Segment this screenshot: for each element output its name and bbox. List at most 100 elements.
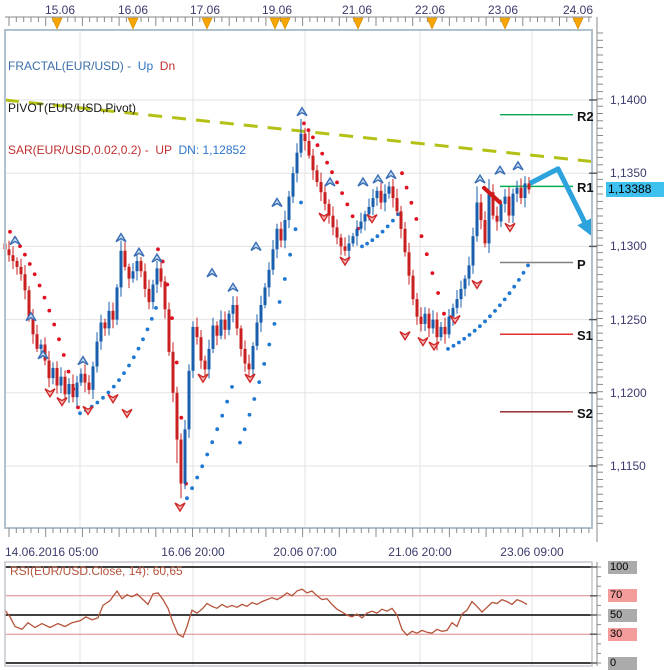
rsi-axis-tag-100: 100 xyxy=(608,560,637,574)
sar-dot-up xyxy=(267,342,272,347)
fractal-down-icon xyxy=(197,373,209,384)
candle-body-up xyxy=(295,152,299,174)
candle-body-down xyxy=(307,141,311,156)
sar-dot-down xyxy=(156,247,160,252)
candle-body-down xyxy=(491,192,495,216)
candle-body-down xyxy=(43,344,47,361)
candle-body-down xyxy=(435,319,439,338)
candle-body-up xyxy=(467,265,471,279)
candle-body-down xyxy=(391,186,395,199)
candle-body-up xyxy=(219,319,223,336)
candle-body-up xyxy=(187,370,191,430)
sar-dot-up xyxy=(385,224,390,229)
red-annotation-line xyxy=(482,185,502,205)
candle-body-down xyxy=(319,182,323,193)
sar-dot-up xyxy=(299,200,303,205)
sar-dot-down xyxy=(18,244,22,249)
sar-dot-down xyxy=(424,252,429,257)
sar-dot-down xyxy=(174,360,179,365)
candle-body-down xyxy=(403,228,407,253)
candle-body-down xyxy=(111,310,115,320)
sar-dot-up xyxy=(282,277,287,281)
date-marker-icon xyxy=(352,17,364,30)
top-axis-date-label: 24.06 xyxy=(562,3,594,17)
fractal-up-icon xyxy=(133,246,145,257)
sar-dot-down xyxy=(400,171,404,176)
candle-body-down xyxy=(443,326,447,335)
candle-body-down xyxy=(11,255,15,262)
candle-body-down xyxy=(143,271,147,289)
candle-body-down xyxy=(19,266,23,275)
fractal-down-icon xyxy=(504,222,516,233)
sar-dot-up xyxy=(252,397,257,401)
sar-dot-up xyxy=(526,263,530,268)
candle-body-down xyxy=(159,268,163,282)
fractal-down-icon xyxy=(366,213,378,224)
candle-body-down xyxy=(395,198,399,212)
candle-body-down xyxy=(103,322,107,329)
fractal-up-icon xyxy=(357,176,369,187)
candle-body-down xyxy=(199,337,203,361)
candle-body-down xyxy=(179,439,183,484)
fractal-up-icon xyxy=(37,349,49,360)
candle-body-down xyxy=(127,266,131,279)
fractal-up-icon xyxy=(494,164,506,175)
candle-body-down xyxy=(483,220,487,244)
fractal-down-icon xyxy=(449,314,461,325)
legend-sar: SAR(EUR/USD,0.02,0.2) - UP DN: 1,12852 xyxy=(8,143,246,157)
sar-dot-up xyxy=(145,327,150,332)
sar-dot-down xyxy=(442,311,446,316)
sar-dot-up xyxy=(215,427,220,432)
fractal-down-icon xyxy=(399,331,411,342)
sar-dot-up xyxy=(149,317,154,321)
top-axis-date-label: 15.06 xyxy=(44,3,76,17)
fractal-up-icon xyxy=(206,267,218,278)
candle-body-up xyxy=(375,190,379,199)
sar-dot-up xyxy=(462,336,467,341)
candle-body-down xyxy=(527,183,531,190)
sar-dot-up xyxy=(288,252,292,257)
pivot-label-s1: S1 xyxy=(577,328,593,344)
sar-dot-down xyxy=(330,170,334,175)
candle-body-down xyxy=(247,363,251,370)
rsi-plot-border xyxy=(4,561,593,667)
current-price-tag: 1,13388 xyxy=(606,182,664,197)
sar-dot-down xyxy=(315,143,320,148)
legend-fractal-up: Up xyxy=(137,59,160,73)
candle-body-up xyxy=(487,192,491,244)
candle-body-up xyxy=(79,373,83,383)
pivot-label-r1: R1 xyxy=(577,180,594,196)
fractal-down-icon xyxy=(318,212,330,223)
sar-dot-up xyxy=(230,385,234,389)
sar-dot-down xyxy=(345,202,350,207)
sar-dot-up xyxy=(472,328,477,333)
candle-body-down xyxy=(27,290,31,317)
price-axis-label: 1,1300 xyxy=(610,239,647,254)
sar-dot-up xyxy=(457,340,461,345)
candle-body-up xyxy=(99,322,103,342)
candle-body-up xyxy=(351,236,355,244)
sar-dot-up xyxy=(467,333,472,337)
sar-dot-down xyxy=(52,322,57,327)
candle-body-down xyxy=(15,261,19,267)
sar-dot-down xyxy=(27,262,32,266)
sar-dot-down xyxy=(61,353,66,357)
top-axis-date-label: 21.06 xyxy=(341,3,373,17)
sar-dot-up xyxy=(136,346,141,351)
fractal-down-icon xyxy=(174,502,186,513)
sar-dot-up xyxy=(205,452,210,457)
fractal-up-icon xyxy=(9,235,21,246)
price-axis-label: 1,1250 xyxy=(610,312,647,327)
candle-body-up xyxy=(355,228,359,237)
sar-dot-up xyxy=(370,238,375,243)
sar-dot-up xyxy=(360,244,364,249)
sar-dot-up xyxy=(257,380,262,384)
fractal-up-icon xyxy=(296,106,308,117)
candle-body-down xyxy=(139,261,143,272)
candle-body-up xyxy=(287,196,291,220)
bottom-axis-date-label: 20.06 07:00 xyxy=(273,545,337,559)
candle-body-down xyxy=(123,250,127,267)
candle-body-up xyxy=(231,305,235,314)
sar-dot-down xyxy=(32,272,37,277)
